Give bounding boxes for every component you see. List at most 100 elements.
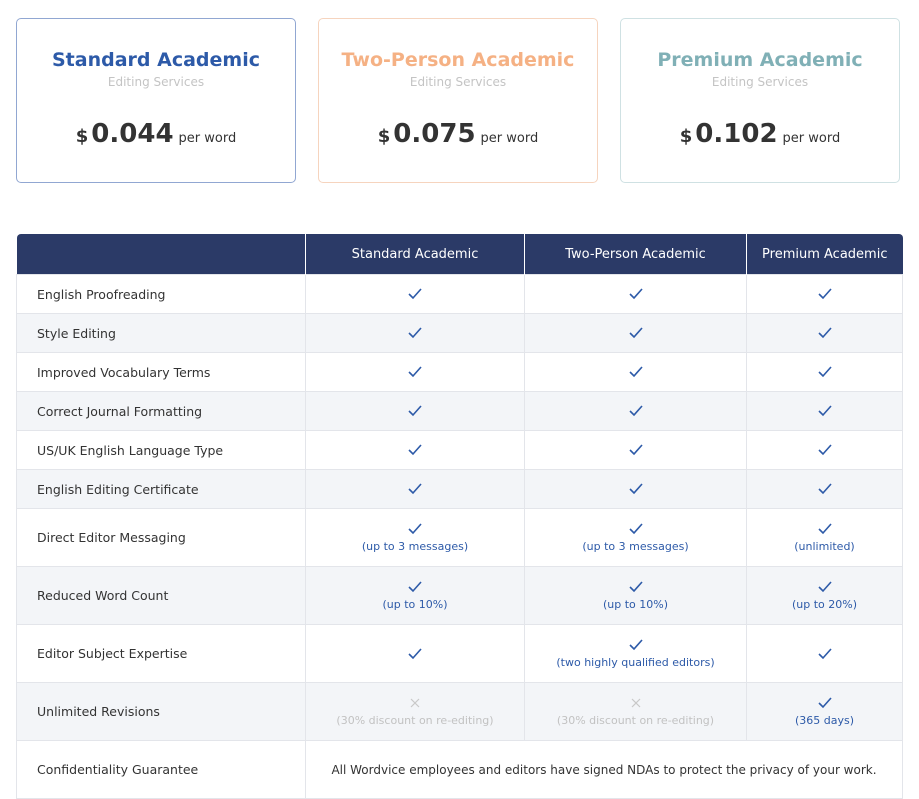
check-icon [408,483,422,495]
feature-cell [746,313,903,353]
feature-name: Direct Editor Messaging [16,508,306,567]
feature-cell [305,430,525,470]
check-icon [408,581,422,593]
feature-row: Style Editing [16,313,903,353]
feature-cell: (unlimited) [746,508,903,567]
cross-icon [631,698,640,708]
header-row: Standard Academic Two-Person Academic Prem… [16,234,903,275]
check-icon [408,366,422,378]
feature-name: Editor Subject Expertise [16,624,306,683]
card-title: Standard Academic [52,49,260,71]
feature-cell [746,430,903,470]
card-subtitle: Editing Services [711,75,809,89]
price-unit: per word [480,131,539,146]
feature-name: English Proofreading [16,274,306,314]
price: 0.075 [393,119,476,149]
feature-cell: (365 days) [746,682,903,741]
feature-row: English Editing Certificate [16,469,903,509]
feature-cell [746,469,903,509]
cell-note: (up to 10%) [602,598,669,611]
cell-note: (unlimited) [794,540,855,553]
feature-cell [305,391,525,431]
cell-note: (up to 3 messages) [361,540,469,553]
feature-cell [524,313,747,353]
check-icon [817,523,832,535]
feature-name: Confidentiality Guarantee [16,740,306,799]
feature-cell [305,313,525,353]
header-cell: Standard Academic [305,234,525,275]
cell-note: (30% discount on re-editing) [556,714,715,727]
cross-icon [410,698,420,708]
feature-cell [746,624,903,683]
cell-note: (up to 10%) [382,598,448,611]
price-unit: per word [178,131,237,146]
feature-cell [746,274,903,314]
card-price: $0.044 per word [17,119,295,149]
currency: $ [75,126,89,147]
price-card: Two-Person Academic Editing Services $0.07… [318,18,598,183]
feature-cell: (30% discount on re-editing) [305,682,525,741]
check-icon [408,405,422,417]
price: 0.044 [91,119,174,149]
card-subtitle: Editing Services [107,75,205,89]
feature-cell: (up to 3 messages) [305,508,525,567]
check-icon [817,366,832,378]
price-unit: per word [782,131,841,146]
check-icon [408,523,422,535]
feature-cell [524,352,747,392]
feature-row: Confidentiality Guarantee All Wordvice em… [16,740,903,799]
feature-cell [305,469,525,509]
check-icon [408,327,422,339]
feature-cell [524,469,747,509]
check-icon [408,647,422,659]
feature-name: Correct Journal Formatting [16,391,306,431]
feature-cell [746,352,903,392]
card-subtitle: Editing Services [409,75,507,89]
feature-name: English Editing Certificate [16,469,306,509]
feature-cell [524,274,747,314]
check-icon [628,405,643,417]
feature-cell: (30% discount on re-editing) [524,682,747,741]
feature-name: Unlimited Revisions [16,682,306,741]
check-icon [817,581,832,593]
check-icon [817,483,832,495]
feature-row: Improved Vocabulary Terms [16,352,903,392]
card-title: Two-Person Academic [341,49,575,71]
header-cell: Two-Person Academic [524,234,747,275]
card-price: $0.102 per word [621,119,899,149]
check-icon [628,444,643,456]
feature-cell: (up to 20%) [746,566,903,625]
price: 0.102 [695,119,778,149]
feature-row: US/UK English Language Type [16,430,903,470]
feature-cell [305,624,525,683]
feature-row: Direct Editor Messaging (up to 3 messages… [16,508,903,567]
check-icon [408,444,422,456]
feature-cell [305,274,525,314]
feature-name: Reduced Word Count [16,566,306,625]
header-cell: Premium Academic [746,234,903,275]
check-icon [817,405,832,417]
cell-note: (30% discount on re-editing) [336,714,494,727]
feature-row: Reduced Word Count (up to 10%) (up to 10%)… [16,566,903,625]
check-icon [628,639,643,651]
check-icon [408,288,422,300]
feature-cell [524,430,747,470]
check-icon [817,444,832,456]
check-icon [628,288,643,300]
price-card: Premium Academic Editing Services $0.102 pe… [620,18,900,183]
feature-name: Improved Vocabulary Terms [16,352,306,392]
feature-cell [305,352,525,392]
check-icon [817,647,832,659]
card-title: Premium Academic [657,49,863,71]
cell-note: (up to 3 messages) [582,540,689,553]
price-card: Standard Academic Editing Services $0.044 p… [16,18,296,183]
check-icon [817,288,832,300]
check-icon [817,697,832,709]
comparison-table: Standard Academic Two-Person Academic Prem… [16,234,903,799]
check-icon [628,327,643,339]
feature-row: Correct Journal Formatting [16,391,903,431]
check-icon [628,523,643,535]
check-icon [628,483,643,495]
feature-cell [524,391,747,431]
